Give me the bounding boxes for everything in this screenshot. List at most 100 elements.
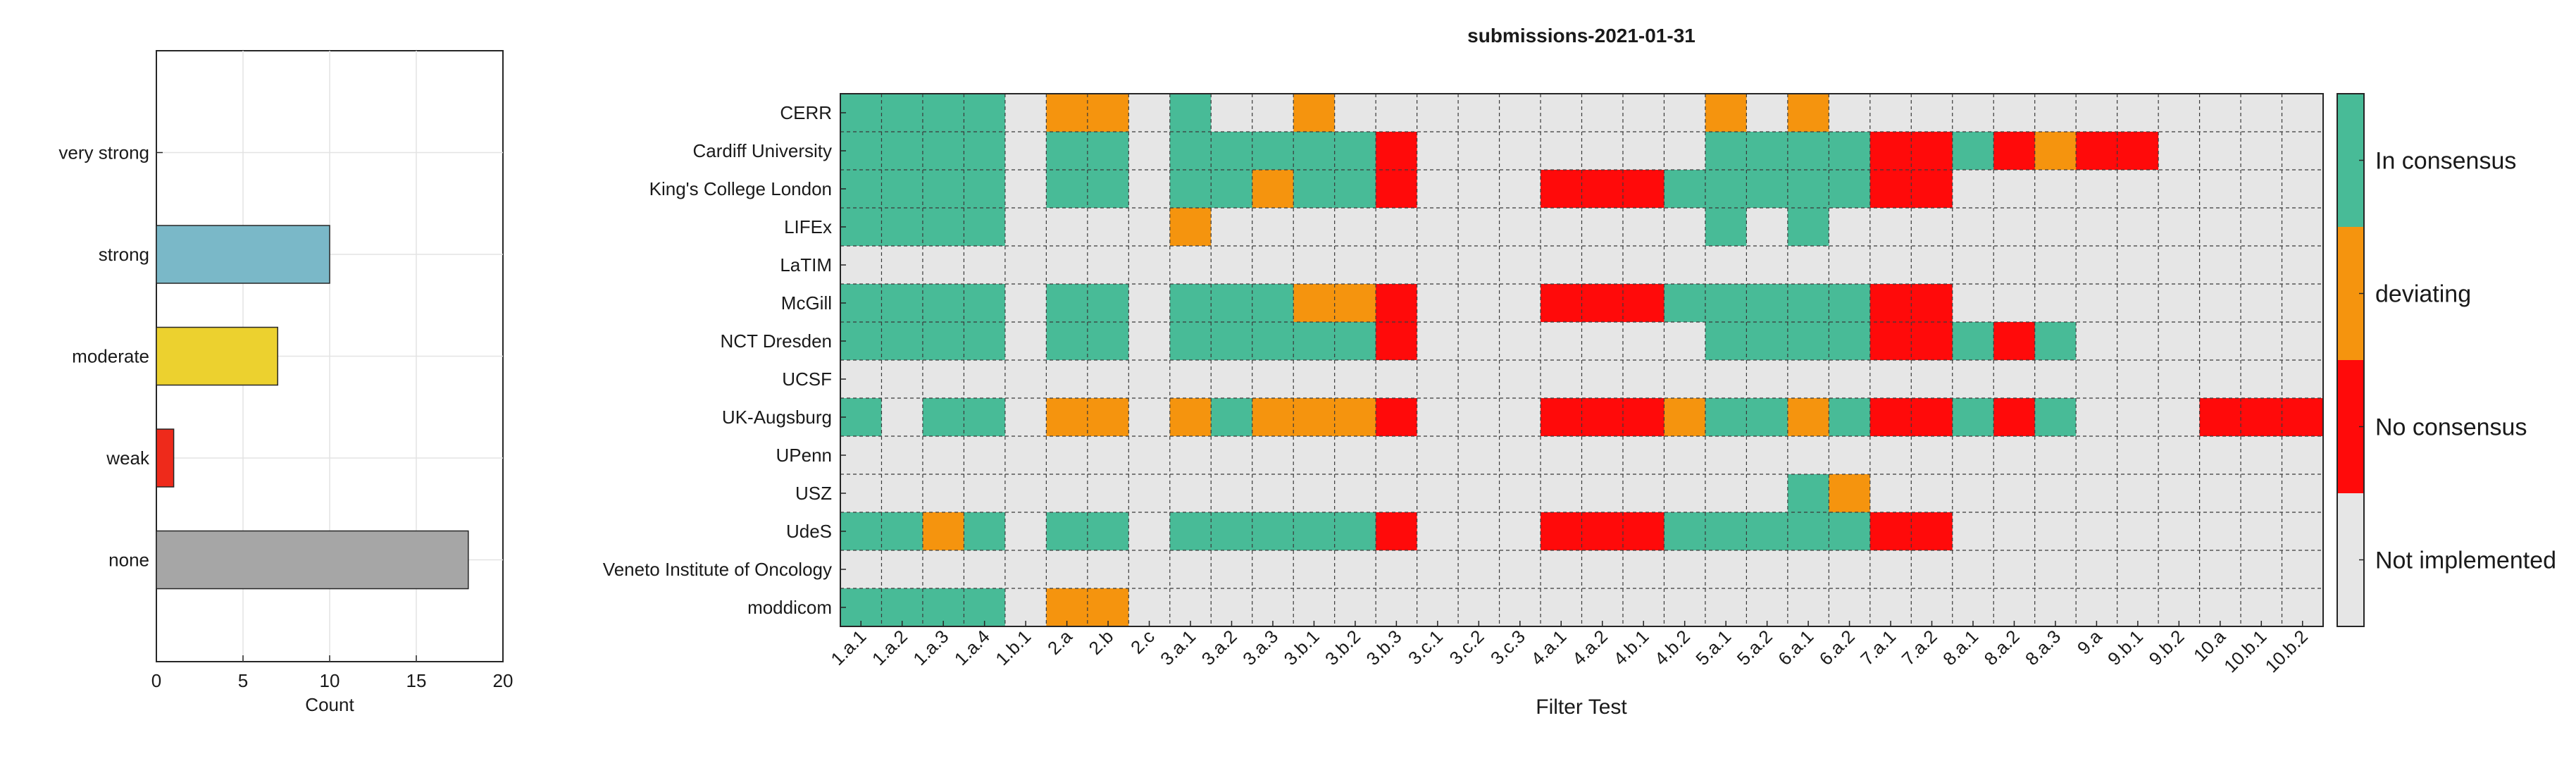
heatmap-cell — [1211, 322, 1253, 361]
heatmap-cell — [1169, 436, 1212, 475]
heatmap-column-label: 5.a.1 — [1691, 626, 1735, 669]
heatmap-cell — [2199, 132, 2241, 171]
heatmap-cell — [1252, 208, 1294, 247]
heatmap-cell — [2282, 208, 2324, 247]
heatmap-cell — [1252, 94, 1294, 132]
heatmap-column-label: 8.a.2 — [1980, 626, 2024, 669]
heatmap-cell — [1746, 436, 1788, 475]
heatmap-cell — [1211, 94, 1253, 132]
heatmap-cell — [1622, 360, 1665, 399]
heatmap-column-label: 1.b.1 — [991, 626, 1035, 669]
heatmap-cell — [2241, 132, 2283, 171]
heatmap-cell — [1869, 246, 1912, 285]
heatmap-cell — [1211, 512, 1253, 551]
heatmap-cell — [1911, 132, 1953, 171]
heatmap-cell — [1128, 512, 1171, 551]
heatmap-cell — [1993, 398, 2036, 437]
heatmap-cell — [2241, 550, 2283, 589]
heatmap-cell — [1787, 398, 1829, 437]
heatmap-cell — [2158, 550, 2201, 589]
heatmap-cell — [2282, 94, 2324, 132]
heatmap-cell — [1869, 588, 1912, 627]
heatmap-cell — [1046, 436, 1088, 475]
heatmap-cell — [1705, 170, 1747, 209]
heatmap-cell — [1211, 284, 1253, 323]
heatmap-cell — [1211, 208, 1253, 247]
heatmap-cell — [2034, 550, 2077, 589]
heatmap-cell — [1746, 246, 1788, 285]
heatmap-cell — [964, 550, 1006, 589]
heatmap-cell — [1541, 246, 1582, 285]
heatmap-cell — [881, 94, 923, 132]
heatmap-cell — [1417, 94, 1459, 132]
heatmap-cell — [1911, 208, 1953, 247]
heatmap-cell — [1211, 550, 1253, 589]
colorbar-frame — [2337, 93, 2365, 627]
heatmap-cell — [2241, 360, 2283, 399]
heatmap-cell — [2199, 284, 2241, 323]
heatmap-cell — [2034, 436, 2077, 475]
heatmap-cell — [964, 360, 1006, 399]
heatmap-column-label: 8.a.1 — [1939, 626, 1982, 669]
heatmap-column-label: 4.b.2 — [1650, 626, 1694, 669]
heatmap-cell — [964, 322, 1006, 361]
heatmap-cell — [1664, 360, 1706, 399]
heatmap-cell — [2282, 132, 2324, 171]
heatmap-cell — [1581, 360, 1624, 399]
heatmap-cell — [840, 512, 882, 551]
bar-chart-category-labels: very strong strong moderate weak none — [58, 142, 150, 571]
heatmap-cell — [2158, 208, 2201, 247]
heatmap-cell — [2076, 588, 2118, 627]
heatmap-cell — [964, 436, 1006, 475]
heatmap-cell — [922, 474, 964, 513]
heatmap-cell — [1952, 474, 1994, 513]
heatmap-cell — [1087, 436, 1129, 475]
heatmap-cell — [1293, 588, 1336, 627]
heatmap-cell — [1004, 132, 1047, 171]
heatmap-cell — [1911, 94, 1953, 132]
heatmap-cell — [2241, 94, 2283, 132]
heatmap-column-label: 5.a.2 — [1733, 626, 1777, 669]
heatmap-cell — [1211, 398, 1253, 437]
heatmap-cell — [1581, 208, 1624, 247]
heatmap-cell — [1458, 588, 1500, 627]
heatmap-cell — [1211, 246, 1253, 285]
heatmap-cell — [881, 246, 923, 285]
heatmap-cell — [1541, 284, 1582, 323]
heatmap-cell — [1829, 588, 1871, 627]
heatmap-cell — [1169, 246, 1212, 285]
heatmap-cell — [2282, 550, 2324, 589]
heatmap-column-label: 4.b.1 — [1609, 626, 1653, 669]
heatmap-cell — [1664, 398, 1706, 437]
heatmap-cell — [2282, 398, 2324, 437]
heatmap-cell — [1746, 474, 1788, 513]
heatmap-cell — [2158, 512, 2201, 551]
heatmap-cell — [1911, 550, 1953, 589]
heatmap-cell — [1128, 550, 1171, 589]
bar-weak — [156, 428, 175, 488]
heatmap-cell — [1334, 208, 1376, 247]
heatmap-cell — [1128, 398, 1171, 437]
heatmap-cell — [2076, 170, 2118, 209]
heatmap-cell — [1252, 588, 1294, 627]
heatmap-cell — [2076, 550, 2118, 589]
heatmap-cell — [1293, 474, 1336, 513]
heatmap-column-label: 4.a.2 — [1568, 626, 1612, 669]
heatmap-cell — [1746, 94, 1788, 132]
heatmap-cell — [964, 170, 1006, 209]
heatmap-cell — [1746, 284, 1788, 323]
heatmap-cell — [1293, 512, 1336, 551]
heatmap-cell — [840, 588, 882, 627]
heatmap-cell — [922, 360, 964, 399]
heatmap-cell — [2282, 512, 2324, 551]
heatmap-cell — [2241, 398, 2283, 437]
heatmap-cell — [1664, 474, 1706, 513]
heatmap-cell — [1252, 512, 1294, 551]
heatmap-grid — [840, 94, 2323, 626]
heatmap-cell — [1004, 284, 1047, 323]
bar-category-label: very strong — [58, 142, 149, 163]
heatmap-cell — [1829, 322, 1871, 361]
heatmap-axes-box — [840, 93, 2324, 627]
heatmap-cell — [1952, 512, 1994, 551]
heatmap-cell — [1376, 474, 1418, 513]
